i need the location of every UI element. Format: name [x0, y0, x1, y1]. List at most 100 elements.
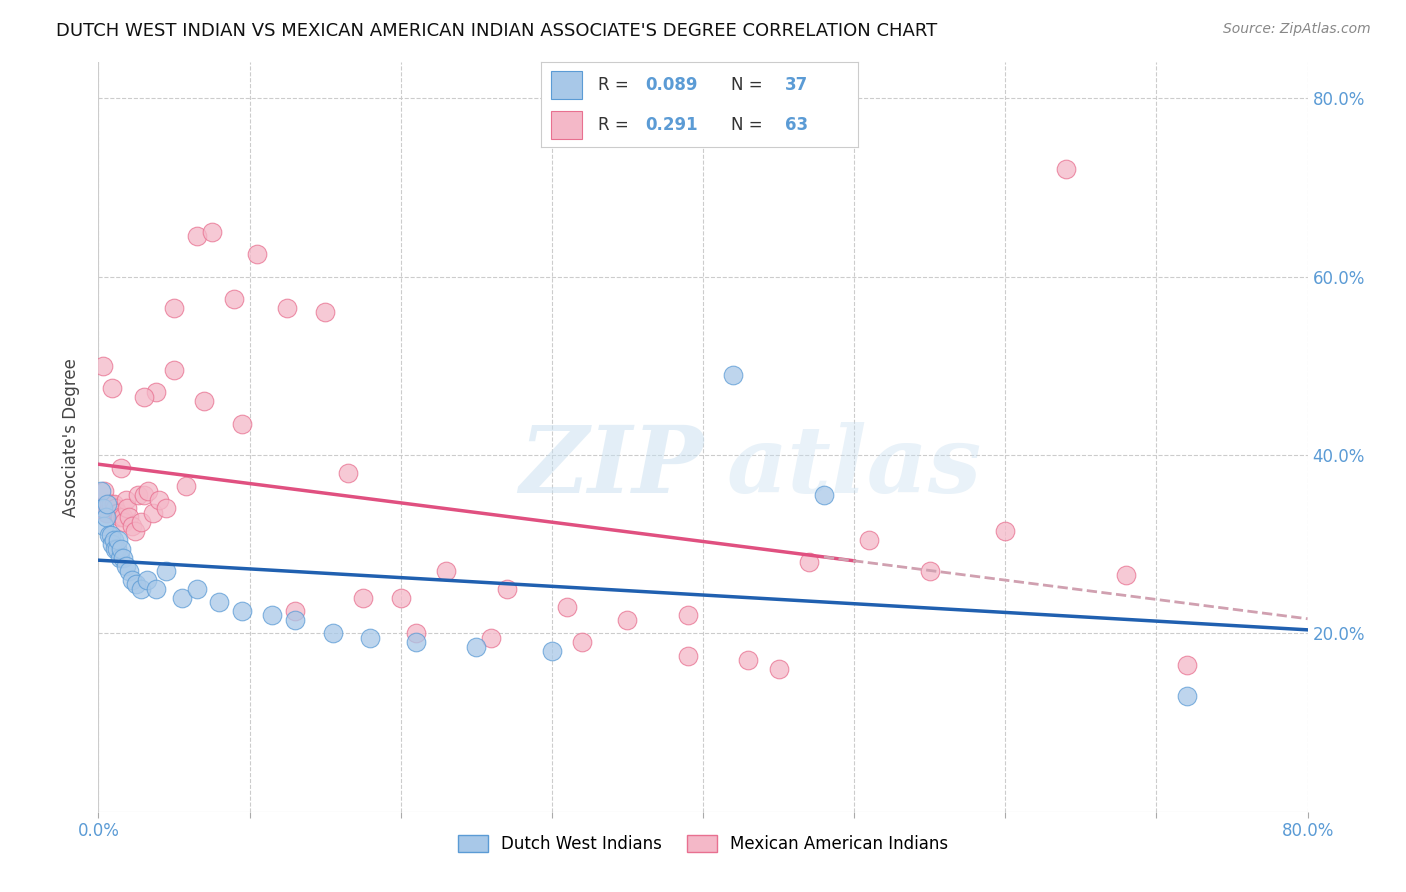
Point [405, 635, 427, 649]
Y-axis label: Associate's Degree: Associate's Degree [62, 358, 80, 516]
Point [540, 644, 562, 658]
FancyBboxPatch shape [551, 71, 582, 99]
Point [118, 510, 141, 524]
Point [145, 385, 167, 400]
Point [918, 564, 941, 578]
Point [174, 479, 197, 493]
Point [136, 483, 159, 498]
Point [208, 595, 231, 609]
Text: N =: N = [731, 76, 762, 94]
Point [322, 626, 344, 640]
Point [676, 648, 699, 663]
Point [108, 510, 131, 524]
Point [555, 599, 578, 614]
Point [110, 541, 132, 556]
Point [284, 613, 307, 627]
Point [100, 528, 122, 542]
Point [91, 501, 114, 516]
Text: atlas: atlas [727, 422, 983, 512]
Point [676, 608, 699, 623]
Point [360, 631, 382, 645]
Point [101, 537, 124, 551]
Point [98, 528, 121, 542]
Point [125, 577, 148, 591]
Point [132, 488, 155, 502]
Point [170, 591, 193, 605]
Point [1115, 568, 1137, 582]
FancyBboxPatch shape [551, 111, 582, 139]
Point [90, 483, 112, 498]
Text: 0.089: 0.089 [645, 76, 699, 94]
Point [224, 292, 246, 306]
Point [1054, 162, 1077, 177]
Text: DUTCH WEST INDIAN VS MEXICAN AMERICAN INDIAN ASSOCIATE'S DEGREE CORRELATION CHAR: DUTCH WEST INDIAN VS MEXICAN AMERICAN IN… [56, 22, 938, 40]
Point [129, 515, 152, 529]
Point [103, 497, 125, 511]
Point [135, 573, 157, 587]
Point [284, 604, 307, 618]
Point [105, 541, 128, 556]
Text: ZIP: ZIP [519, 422, 703, 512]
Text: R =: R = [599, 76, 628, 94]
Point [193, 394, 215, 409]
Text: 37: 37 [785, 76, 808, 94]
Point [96, 497, 118, 511]
Point [121, 573, 143, 587]
Point [115, 501, 138, 516]
Point [104, 541, 127, 556]
Point [246, 247, 269, 261]
Point [163, 363, 186, 377]
Point [124, 524, 146, 538]
Point [104, 501, 127, 516]
Point [108, 550, 131, 565]
Legend: Dutch West Indians, Mexican American Indians: Dutch West Indians, Mexican American Ind… [451, 828, 955, 860]
Point [101, 381, 124, 395]
Point [127, 488, 149, 502]
Point [723, 368, 745, 382]
Point [121, 519, 143, 533]
Point [336, 466, 359, 480]
Point [93, 483, 115, 498]
Point [110, 461, 132, 475]
Point [858, 533, 880, 547]
Point [107, 506, 129, 520]
Point [1175, 689, 1198, 703]
Point [434, 564, 457, 578]
Point [98, 497, 121, 511]
Point [145, 582, 167, 596]
Point [129, 582, 152, 596]
Point [114, 559, 136, 574]
Point [142, 506, 165, 520]
Point [100, 497, 122, 511]
Point [155, 564, 177, 578]
Point [96, 506, 118, 520]
Point [132, 390, 155, 404]
Point [231, 604, 253, 618]
Point [616, 613, 638, 627]
Text: 63: 63 [785, 116, 808, 134]
Point [186, 582, 208, 596]
Point [201, 225, 224, 239]
Point [571, 635, 593, 649]
Text: N =: N = [731, 116, 762, 134]
Point [314, 305, 336, 319]
Point [155, 501, 177, 516]
Point [1175, 657, 1198, 672]
Point [118, 564, 141, 578]
Point [90, 501, 112, 516]
Point [107, 533, 129, 547]
Text: 0.291: 0.291 [645, 116, 699, 134]
Point [111, 550, 134, 565]
Point [481, 631, 503, 645]
Point [91, 359, 114, 373]
Point [111, 510, 134, 524]
Point [231, 417, 253, 431]
Point [114, 492, 136, 507]
Point [186, 229, 208, 244]
Point [148, 492, 170, 507]
Point [737, 653, 759, 667]
Point [94, 510, 117, 524]
Point [994, 524, 1017, 538]
Text: Source: ZipAtlas.com: Source: ZipAtlas.com [1223, 22, 1371, 37]
Point [768, 662, 790, 676]
